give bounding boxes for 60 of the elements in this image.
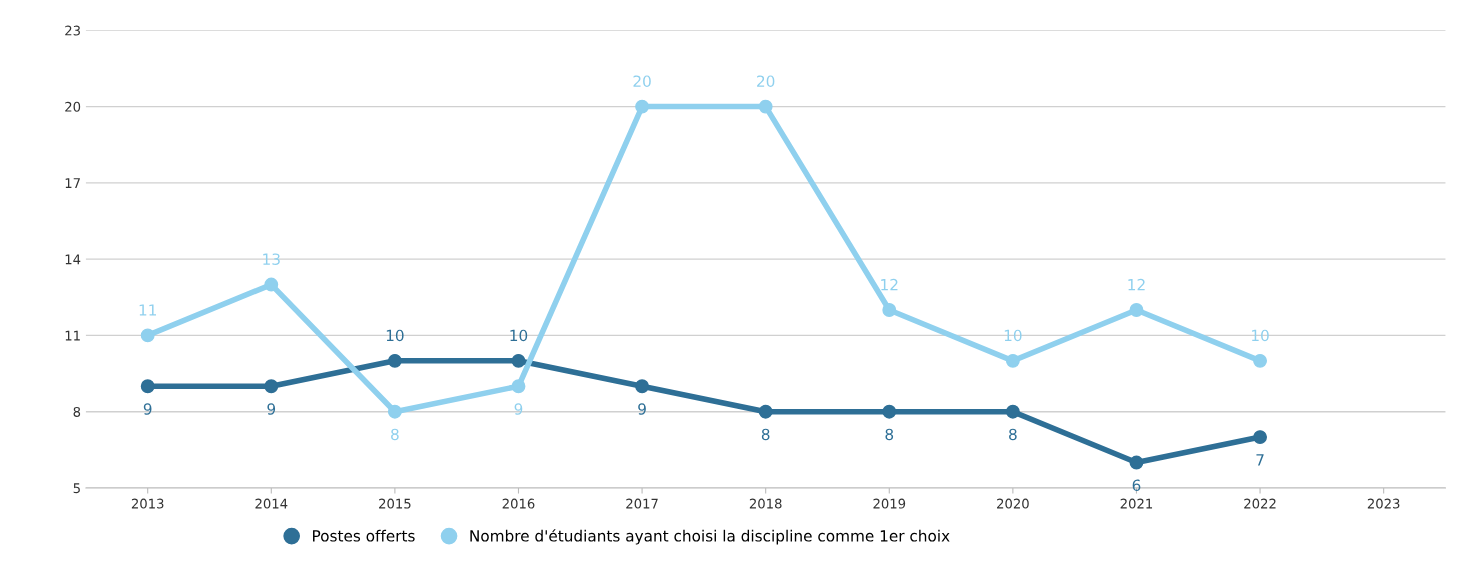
data-label: 8 [1009,428,1017,441]
point [511,353,526,368]
data-label: 8 [885,428,894,441]
point [387,404,402,419]
point [140,328,155,343]
point [1253,353,1268,368]
x-tick-label: 2018 [749,498,782,509]
data-label: 7 [1256,454,1264,466]
point [758,404,773,419]
x-tick-label: 2020 [997,498,1029,509]
point [1129,303,1144,317]
point [1253,430,1268,445]
point [1129,455,1144,470]
data-label: 10 [1252,329,1269,342]
point [1005,353,1020,368]
point [140,379,155,394]
data-label: 20 [633,75,651,87]
data-label: 8 [391,428,399,441]
x-tick-label: 2022 [1244,498,1276,509]
y-tick-label: 14 [65,254,81,265]
point [882,303,897,317]
data-label: 9 [267,403,276,415]
x-tick-label: 2019 [873,498,906,509]
x-tick-label: 2013 [131,498,164,509]
point [387,353,402,368]
data-label: 6 [1132,479,1141,492]
data-label: 10 [1004,329,1022,342]
data-label: 9 [143,403,152,415]
y-tick-label: 11 [65,330,80,341]
data-label: 9 [638,403,646,415]
point [511,379,526,394]
data-label: 10 [510,329,528,342]
point [264,277,279,292]
y-tick-label: 20 [65,101,81,112]
point [635,379,650,394]
point [635,99,650,114]
data-label: 8 [761,428,770,441]
data-label: 12 [881,278,898,291]
data-label: 12 [1128,278,1145,291]
data-label: 11 [139,304,157,316]
data-label: 13 [263,253,280,265]
data-label: 20 [757,75,775,87]
point [264,379,279,394]
data-label: 10 [386,329,404,342]
data-label: 9 [514,403,523,415]
x-tick-label: 2016 [502,498,535,509]
point [1005,404,1020,419]
legend-label: Postes offerts [313,529,415,542]
point [758,99,773,114]
x-tick-label: 2023 [1367,498,1400,509]
y-tick-label: 5 [73,483,80,494]
x-tick-label: 2017 [626,498,658,509]
y-tick-label: 23 [65,25,80,36]
x-tick-label: 2014 [255,498,288,509]
x-tick-label: 2015 [379,498,411,509]
y-tick-label: 17 [65,178,80,188]
point [882,404,897,419]
x-tick-label: 2021 [1120,498,1153,509]
y-tick-label: 8 [73,406,81,417]
legend-label: Nombre d'étudiants ayant choisi la discipline comme 1er choix [470,529,950,545]
